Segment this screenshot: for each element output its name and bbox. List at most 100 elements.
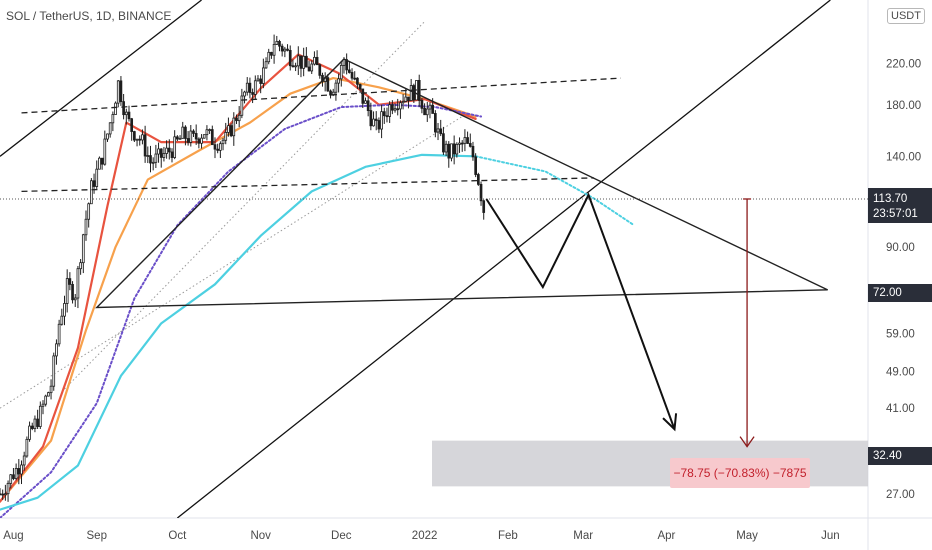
candle-body [167,147,171,153]
y-tick-label: 180.00 [886,100,921,112]
candle-body [141,134,144,141]
candle-body [4,493,7,496]
price-axis-label: 113.70 [868,189,932,208]
candle-body [318,64,322,76]
candle-body [189,130,193,143]
candle-body [92,180,96,187]
candle-body [237,114,241,122]
candle-body [404,96,408,102]
candle-body [272,43,276,56]
candle-body [47,392,50,397]
candle-body [399,102,402,110]
candle-body [108,122,112,135]
x-tick-label: Nov [250,530,271,542]
candle-body [33,418,37,429]
candle-body [221,139,225,145]
candle-body [434,113,437,133]
candle-body [417,80,421,101]
candle-body [358,83,362,90]
candle-body [154,153,158,163]
candle-body [447,143,451,159]
y-tick-label: 41.00 [886,403,915,415]
candle-body [391,104,394,111]
candle-body [98,157,101,170]
candle-body [401,101,405,104]
candle-body [232,117,236,137]
candle-body [17,468,21,475]
forecast-arrow-head [662,413,678,432]
x-tick-label: Apr [657,530,675,542]
candle-body [329,90,332,96]
candle-body [356,77,359,85]
y-tick-label: 220.00 [886,59,921,71]
candle-body [49,385,53,394]
y-tick-label: 59.00 [886,329,915,341]
candle-body [1,493,5,496]
currency-badge[interactable]: USDT [887,8,925,24]
candle-body [205,129,209,136]
candle-body [439,128,443,135]
candle-body [0,493,2,496]
candle-body [243,91,246,97]
candle-body [248,82,252,93]
candle-body [60,315,64,325]
candle-body [119,80,123,103]
candle-body [65,278,69,304]
candle-body [157,148,160,155]
candle-body [122,101,125,116]
candle-body [9,474,13,484]
candle-body [149,155,152,164]
candle-body [240,95,244,116]
candle-body [294,65,297,68]
candle-body [348,69,351,73]
candle-body [192,130,195,134]
candle-body [468,143,472,147]
candle-body [87,203,91,220]
candle-body [361,88,365,104]
candle-body [353,77,357,80]
candle-body [135,138,139,141]
candle-body [219,143,222,151]
candle-body [245,82,249,93]
triangle-pattern [95,58,828,309]
dashed-resistance-line [21,77,621,114]
ma-line-2 [0,53,477,503]
candle-body [334,82,338,93]
candle-body [30,425,34,429]
candle-body [194,133,198,140]
candle-body [202,134,206,139]
candle-body [474,156,477,175]
candle-body [431,104,434,114]
candle-body [420,99,424,109]
candle-body [216,148,220,151]
candle-body [428,104,432,110]
y-tick-label: 49.00 [886,367,915,379]
candle-body [264,61,268,69]
candle-body [41,403,45,407]
candle-body [275,41,279,45]
candle-body [68,278,72,285]
candle-body [28,425,31,440]
candle-body [262,67,265,84]
candle-body [423,107,426,116]
candle-body [283,48,287,52]
candle-body [165,147,168,154]
candle-body [178,137,182,140]
candle-body [291,65,295,68]
candle-body [76,268,80,299]
candle-body [267,51,271,63]
ma-line-4 [0,153,477,511]
ma-line-3 [0,103,483,518]
trend-dotted-line-1 [0,116,463,409]
x-tick-label: Mar [573,530,593,542]
candle-body [36,418,39,427]
candle-body [57,323,61,345]
candle-body [100,157,104,165]
candle-body [425,108,429,116]
candle-body [350,72,354,79]
candle-body [90,180,93,205]
ma-line-5 [474,155,636,227]
candle-body [103,138,107,165]
candle-body [253,80,257,95]
